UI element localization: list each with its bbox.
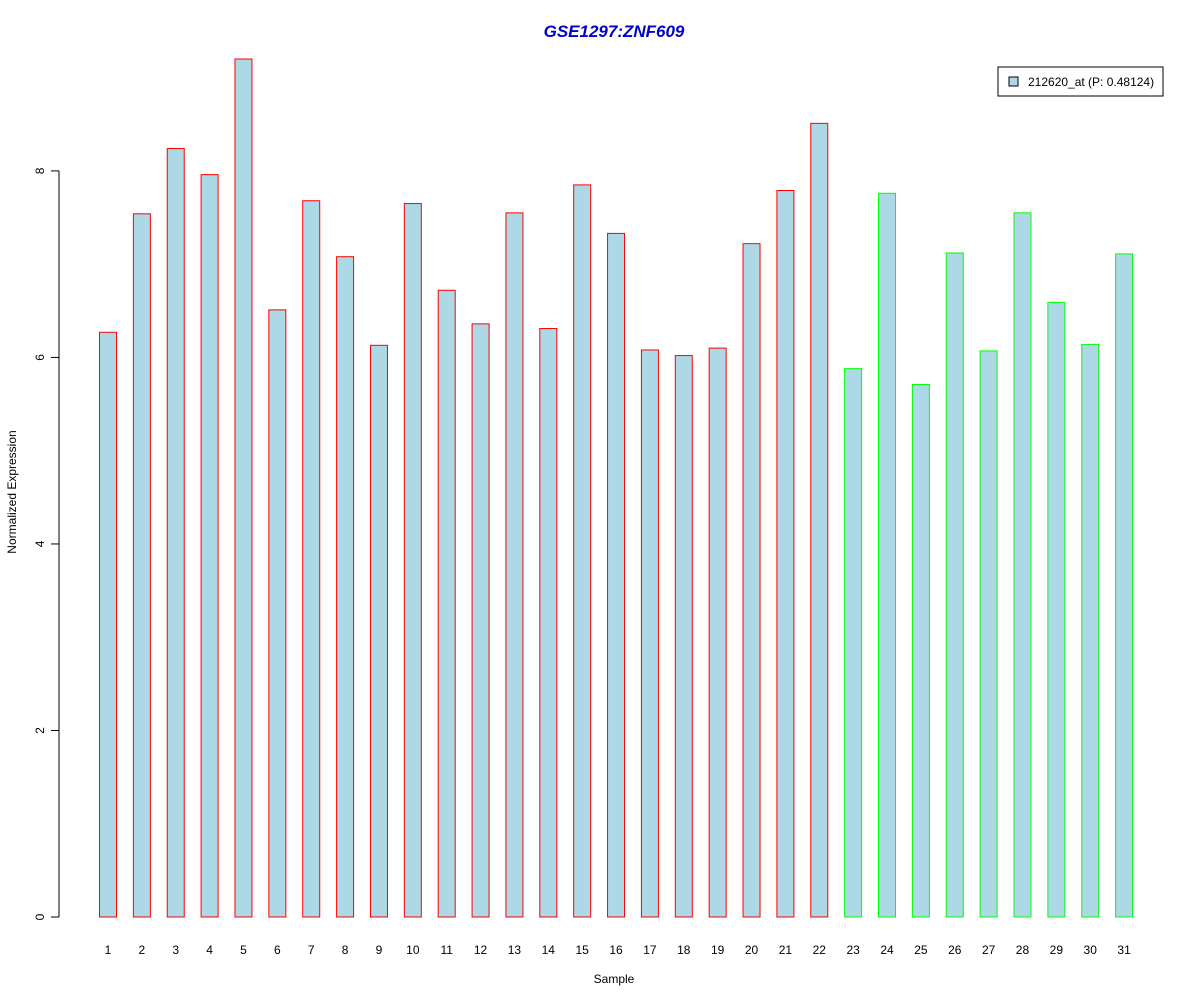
- y-axis: 0 2 4 6 8: [33, 167, 60, 920]
- bar-sample-12: [471, 323, 490, 918]
- bar-sample-31: [1115, 253, 1134, 918]
- x-tick-label: 13: [508, 943, 522, 957]
- bar-sample-23: [844, 368, 863, 918]
- bar-sample-21: [776, 189, 795, 918]
- bar-sample-24: [878, 192, 897, 918]
- bar-sample-7: [302, 200, 321, 918]
- x-tick-label: 1: [105, 943, 112, 957]
- x-tick-label: 7: [308, 943, 315, 957]
- x-tick-label: 18: [677, 943, 691, 957]
- x-tick-label: 20: [745, 943, 759, 957]
- bar-sample-13: [505, 212, 524, 918]
- bar-sample-30: [1081, 343, 1100, 918]
- y-tick-label: 8: [33, 167, 47, 174]
- x-tick-label: 14: [542, 943, 556, 957]
- x-tick-label: 22: [813, 943, 827, 957]
- chart-title: GSE1297:ZNF609: [544, 22, 685, 41]
- y-axis-label: Normalized Expression: [5, 430, 19, 553]
- bar-sample-26: [945, 252, 964, 918]
- x-tick-label: 23: [846, 943, 860, 957]
- x-tick-label: 31: [1117, 943, 1131, 957]
- legend-label: 212620_at (P: 0.48124): [1028, 75, 1154, 89]
- bar-sample-28: [1013, 212, 1032, 918]
- x-tick-label: 6: [274, 943, 281, 957]
- bar-sample-22: [810, 122, 829, 918]
- x-tick-label: 15: [576, 943, 590, 957]
- x-tick-label: 12: [474, 943, 488, 957]
- x-tick-label: 5: [240, 943, 247, 957]
- x-tick-label: 21: [779, 943, 793, 957]
- bar-sample-1: [99, 331, 117, 918]
- bar-sample-18: [674, 355, 693, 918]
- y-tick-label: 4: [33, 540, 47, 547]
- x-axis-label: Sample: [594, 972, 635, 986]
- x-tick-label: 30: [1084, 943, 1098, 957]
- bar-sample-29: [1047, 301, 1066, 918]
- x-tick-label: 19: [711, 943, 725, 957]
- x-tick-label: 24: [880, 943, 894, 957]
- x-tick-label: 8: [342, 943, 349, 957]
- bar-sample-8: [336, 256, 355, 918]
- x-tick-labels: 1 2 3 4 5 6 7 8 9 10 11 12 13 14 15 16 17 18 19 20 21 22 23 24 2…: [105, 943, 1131, 957]
- bar-sample-9: [369, 344, 388, 918]
- x-tick-label: 29: [1050, 943, 1064, 957]
- bar-sample-3: [166, 148, 185, 918]
- x-tick-label: 25: [914, 943, 928, 957]
- y-tick-label: 0: [33, 913, 47, 920]
- bar-sample-17: [640, 349, 659, 918]
- legend-box: [997, 66, 1164, 97]
- bar-sample-10: [403, 203, 422, 918]
- bar-sample-15: [573, 184, 592, 918]
- bar-sample-27: [979, 350, 998, 918]
- y-tick-label: 2: [33, 727, 47, 734]
- bar-sample-2: [132, 213, 151, 918]
- bar-sample-16: [607, 232, 626, 918]
- x-tick-label: 28: [1016, 943, 1030, 957]
- bars: [99, 58, 1134, 918]
- bar-sample-20: [742, 243, 761, 918]
- legend: 212620_at (P: 0.48124): [997, 66, 1164, 97]
- x-tick-label: 26: [948, 943, 962, 957]
- bar-sample-14: [539, 328, 558, 918]
- bar-sample-6: [268, 309, 287, 918]
- x-tick-label: 9: [376, 943, 383, 957]
- bar-sample-11: [437, 289, 456, 918]
- legend-swatch: [1008, 76, 1019, 87]
- x-tick-label: 10: [406, 943, 420, 957]
- bar-sample-19: [708, 347, 727, 918]
- y-tick-label: 6: [33, 354, 47, 361]
- x-tick-label: 4: [206, 943, 213, 957]
- bar-sample-4: [200, 174, 219, 918]
- x-tick-label: 2: [139, 943, 146, 957]
- x-tick-label: 3: [172, 943, 179, 957]
- x-tick-label: 11: [440, 943, 453, 957]
- bar-sample-25: [911, 383, 930, 918]
- x-tick-label: 27: [982, 943, 996, 957]
- bar-sample-5: [234, 58, 253, 918]
- x-tick-label: 16: [609, 943, 623, 957]
- x-tick-label: 17: [643, 943, 657, 957]
